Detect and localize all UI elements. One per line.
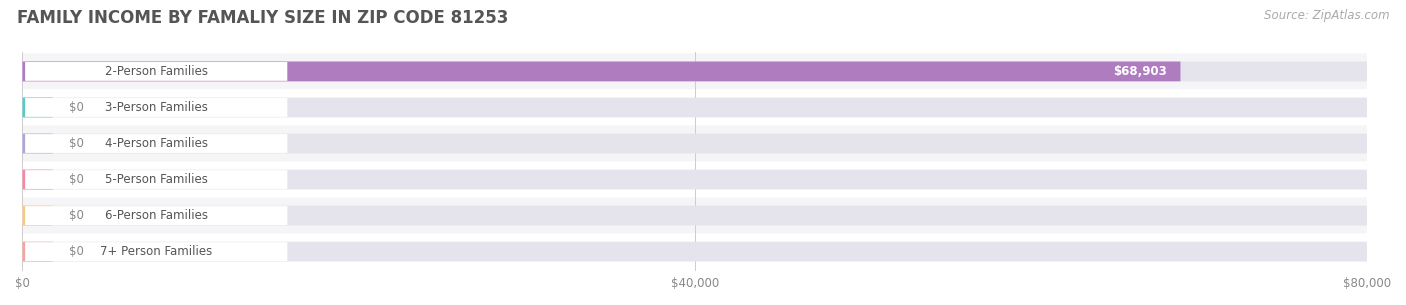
FancyBboxPatch shape [22, 134, 52, 153]
Text: $0: $0 [69, 101, 84, 114]
Text: $0: $0 [69, 137, 84, 150]
FancyBboxPatch shape [8, 234, 1381, 270]
Text: Source: ZipAtlas.com: Source: ZipAtlas.com [1264, 9, 1389, 22]
FancyBboxPatch shape [22, 62, 1181, 81]
Text: 3-Person Families: 3-Person Families [105, 101, 208, 114]
Text: 7+ Person Families: 7+ Person Families [100, 245, 212, 258]
FancyBboxPatch shape [22, 170, 1367, 189]
Text: 4-Person Families: 4-Person Families [104, 137, 208, 150]
FancyBboxPatch shape [22, 242, 1367, 261]
Text: $0: $0 [69, 173, 84, 186]
FancyBboxPatch shape [22, 242, 52, 261]
FancyBboxPatch shape [22, 170, 52, 189]
FancyBboxPatch shape [25, 98, 287, 117]
FancyBboxPatch shape [22, 98, 1367, 117]
FancyBboxPatch shape [25, 206, 287, 225]
Text: 6-Person Families: 6-Person Families [104, 209, 208, 222]
FancyBboxPatch shape [22, 206, 52, 225]
FancyBboxPatch shape [8, 162, 1381, 198]
Text: FAMILY INCOME BY FAMALIY SIZE IN ZIP CODE 81253: FAMILY INCOME BY FAMALIY SIZE IN ZIP COD… [17, 9, 508, 27]
FancyBboxPatch shape [8, 125, 1381, 162]
FancyBboxPatch shape [25, 134, 287, 153]
FancyBboxPatch shape [22, 62, 1367, 81]
FancyBboxPatch shape [22, 98, 52, 117]
Text: $68,903: $68,903 [1114, 65, 1167, 78]
Text: $0: $0 [69, 245, 84, 258]
FancyBboxPatch shape [22, 134, 1367, 153]
FancyBboxPatch shape [25, 242, 287, 261]
Text: $0: $0 [69, 209, 84, 222]
FancyBboxPatch shape [8, 53, 1381, 89]
FancyBboxPatch shape [8, 89, 1381, 125]
Text: 5-Person Families: 5-Person Families [105, 173, 208, 186]
FancyBboxPatch shape [25, 62, 287, 81]
FancyBboxPatch shape [25, 170, 287, 189]
FancyBboxPatch shape [8, 198, 1381, 234]
Text: 2-Person Families: 2-Person Families [104, 65, 208, 78]
FancyBboxPatch shape [22, 206, 1367, 225]
